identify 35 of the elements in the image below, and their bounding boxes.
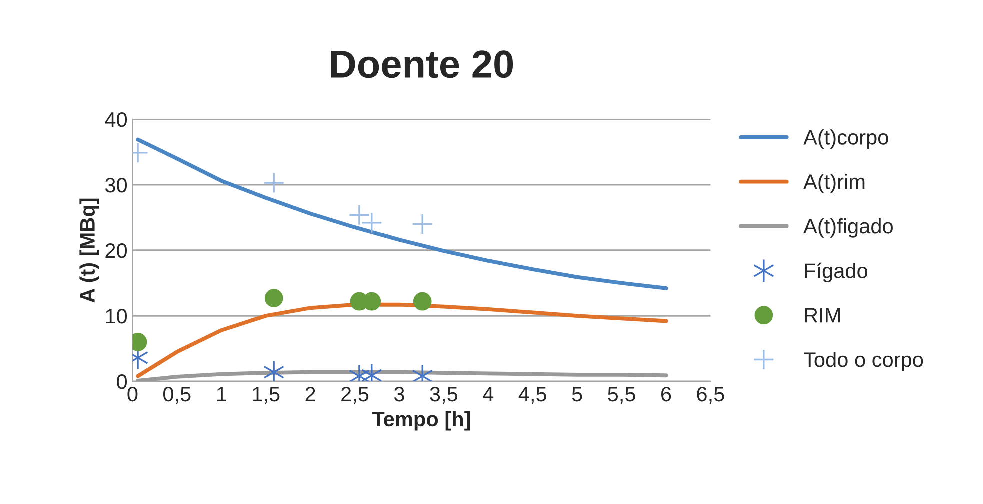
x-tick-label: 0 xyxy=(128,386,138,402)
point xyxy=(361,212,382,234)
legend-label: A(t)figado xyxy=(804,218,893,238)
legend-label: A(t)rim xyxy=(804,174,865,194)
x-tick-label: 5,5 xyxy=(608,387,636,404)
x-tick-label: 2 xyxy=(306,386,316,402)
x-tick-label: 5 xyxy=(572,387,582,402)
x-tick-label: 6 xyxy=(662,386,672,402)
point xyxy=(412,214,434,235)
point xyxy=(348,204,370,226)
x-tick-label: 2,5 xyxy=(342,386,369,404)
legend-label: Todo o corpo xyxy=(804,352,924,372)
x-tick-label: 0,5 xyxy=(164,386,191,404)
y-tick-label: 20 xyxy=(106,243,128,258)
y-axis-title: A (t) [MBq] xyxy=(80,198,100,303)
point xyxy=(413,292,432,311)
line-series xyxy=(136,138,668,290)
point xyxy=(264,172,285,194)
y-tick-label: 40 xyxy=(105,112,128,128)
y-tick-label: 30 xyxy=(105,178,128,193)
x-axis-title: Tempo [h] xyxy=(372,411,470,431)
x-tick-label: 3 xyxy=(394,386,404,402)
x-tick-label: 4 xyxy=(483,387,494,402)
legend-label: RIM xyxy=(805,308,840,323)
x-tick-label: 6,5 xyxy=(697,386,724,404)
x-tick-label: 3,5 xyxy=(430,386,458,404)
legend-label: Fígado xyxy=(805,262,868,283)
x-tick-label: 4,5 xyxy=(518,387,546,404)
x-tick-label: 1,5 xyxy=(253,387,280,404)
chart-title: Doente 20 xyxy=(331,50,514,78)
point xyxy=(264,289,284,308)
y-tick-label: 0 xyxy=(117,374,128,390)
legend-label: A(t)corpo xyxy=(804,130,888,150)
x-tick-label: 1 xyxy=(217,387,226,402)
y-tick-label: 10 xyxy=(106,309,128,324)
